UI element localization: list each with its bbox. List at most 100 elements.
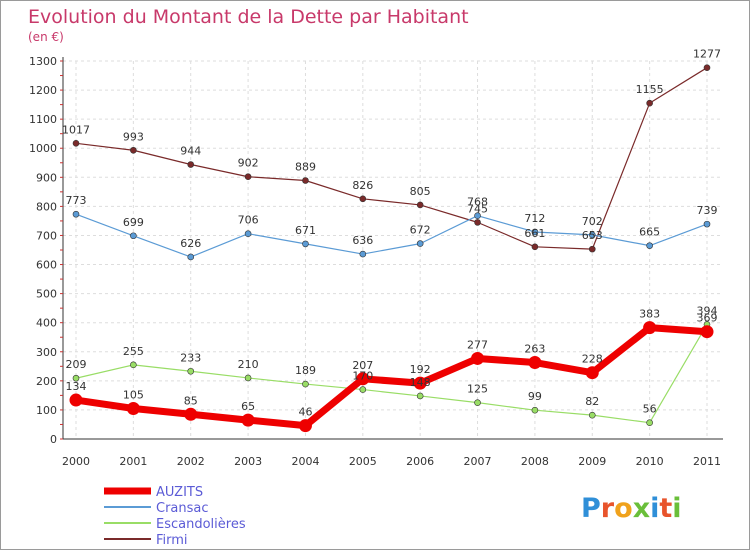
- y-tick-label: 400: [36, 317, 57, 330]
- x-tick-label: 2007: [464, 455, 492, 468]
- data-label: 46: [298, 406, 312, 419]
- data-label: 889: [295, 161, 316, 174]
- data-point: [302, 380, 309, 388]
- data-label: 626: [180, 237, 201, 250]
- data-point: [643, 321, 657, 335]
- data-point: [416, 201, 424, 209]
- data-label: 805: [410, 185, 431, 198]
- series-line-auzits: [72, 324, 711, 430]
- data-label: 768: [467, 196, 488, 209]
- data-label: 210: [238, 358, 259, 371]
- data-label: 902: [238, 157, 259, 170]
- y-tick-label: 200: [36, 375, 57, 388]
- data-label: 699: [123, 216, 144, 229]
- legend-label: Escandolières: [156, 517, 246, 532]
- data-label: 255: [123, 345, 144, 358]
- legend-label: AUZITS: [156, 485, 203, 500]
- data-point: [241, 413, 255, 427]
- data-label: 99: [528, 390, 542, 403]
- data-label: 189: [295, 364, 316, 377]
- logo-letter: o: [614, 493, 633, 524]
- x-tick-label: 2000: [62, 455, 90, 468]
- data-point: [72, 374, 80, 382]
- x-tick-label: 2004: [291, 455, 319, 468]
- data-point: [302, 240, 309, 248]
- data-point: [646, 242, 653, 249]
- data-point: [416, 240, 424, 247]
- legend-label: Firmi: [156, 533, 188, 548]
- data-point: [474, 212, 481, 219]
- data-label: 661: [524, 227, 545, 240]
- y-tick-label: 300: [36, 346, 57, 359]
- data-point: [646, 419, 653, 427]
- data-point: [356, 372, 370, 386]
- data-point: [531, 228, 539, 236]
- data-label: 394: [697, 304, 718, 317]
- x-tick-label: 2001: [119, 455, 147, 468]
- data-point: [244, 230, 252, 238]
- y-tick-label: 1000: [29, 142, 57, 155]
- data-point: [359, 386, 367, 393]
- logo-letter: r: [601, 493, 615, 524]
- x-tick-label: 2003: [234, 455, 262, 468]
- data-point: [130, 232, 137, 240]
- data-label: 745: [467, 202, 488, 215]
- data-label: 671: [295, 224, 316, 237]
- x-tick-label: 2011: [693, 455, 721, 468]
- logo-letter: i: [650, 493, 659, 524]
- label-layer: 1017 993 944 902 889 826 805 745 661 653 1155 1277 7…: [62, 48, 721, 419]
- data-point: [184, 407, 198, 421]
- data-label: 773: [66, 194, 87, 207]
- data-label: 636: [352, 234, 373, 247]
- data-point: [72, 210, 80, 218]
- data-point: [528, 356, 542, 370]
- data-point: [244, 173, 252, 181]
- data-label: 56: [643, 403, 657, 416]
- data-point: [585, 366, 599, 380]
- y-tick-label: 100: [36, 404, 57, 417]
- data-point: [69, 393, 83, 407]
- proxiti-logo: Proxiti: [581, 493, 682, 524]
- data-label: 105: [123, 388, 144, 401]
- x-tick-label: 2002: [177, 455, 205, 468]
- y-tick-label: 1100: [29, 113, 57, 126]
- data-point: [700, 325, 714, 339]
- data-point: [187, 253, 195, 261]
- series-line-firmi: [75, 67, 708, 250]
- data-point: [588, 411, 596, 419]
- data-label: 944: [180, 145, 201, 158]
- y-tick-label: 900: [36, 171, 57, 184]
- data-label: 653: [582, 229, 603, 242]
- data-label: 65: [241, 400, 255, 413]
- data-label: 993: [123, 130, 144, 143]
- data-point: [244, 374, 252, 382]
- data-point: [703, 220, 711, 228]
- data-label: 263: [524, 343, 545, 356]
- logo-letter: i: [672, 493, 681, 524]
- data-label: 706: [238, 214, 259, 227]
- data-point: [531, 406, 539, 414]
- data-point: [187, 367, 195, 375]
- data-point: [413, 376, 427, 390]
- data-point: [130, 146, 137, 154]
- y-tick-label: 1300: [29, 55, 57, 68]
- data-label: 739: [697, 204, 718, 217]
- data-point: [126, 401, 140, 415]
- data-point: [474, 219, 481, 226]
- data-label: 85: [184, 394, 198, 407]
- data-point: [703, 64, 711, 71]
- legend-label: Cransac: [156, 501, 209, 516]
- data-point: [471, 351, 485, 365]
- data-label: 209: [66, 358, 87, 371]
- x-tick-label: 2010: [636, 455, 664, 468]
- x-tick-label: 2009: [578, 455, 606, 468]
- data-label: 665: [639, 226, 660, 239]
- chart-title: Evolution du Montant de la Dette par Hab…: [28, 6, 469, 28]
- y-tick-label: 700: [36, 229, 57, 242]
- data-label: 672: [410, 224, 431, 237]
- data-point: [588, 231, 596, 239]
- y-tick-label: 800: [36, 200, 57, 213]
